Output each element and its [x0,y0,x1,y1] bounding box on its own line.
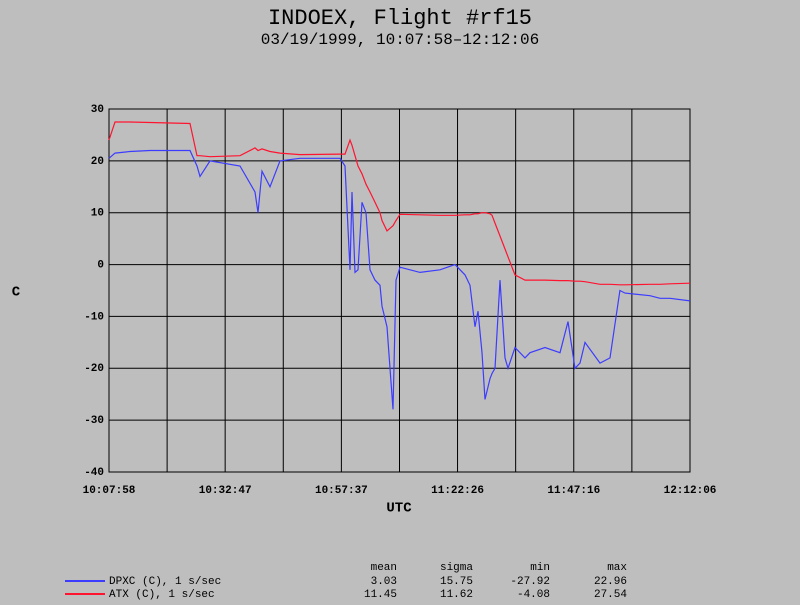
x-tick-label: 10:57:37 [315,485,368,497]
stats-value: -27.92 [510,576,550,588]
stats-header: max [607,562,627,574]
y-tick-label: -20 [84,363,104,375]
stats-value: 3.03 [371,576,397,588]
y-tick-label: -40 [84,467,104,479]
stats-header: mean [371,562,397,574]
data-line [108,149,691,410]
x-tick-label: 10:32:47 [199,485,252,497]
data-line [108,121,691,286]
stats-value: 15.75 [440,576,473,588]
x-tick-label: 12:12:06 [664,485,717,497]
x-tick-label: 10:07:58 [83,485,136,497]
stats-header: min [530,562,550,574]
y-tick-label: 20 [91,156,104,168]
y-tick-label: 0 [97,259,104,271]
x-tick-label: 11:22:26 [431,485,484,497]
y-tick-label: 10 [91,208,104,220]
legend-label: ATX (C), 1 s/sec [109,589,215,601]
stats-value: 27.54 [594,589,627,601]
stats-header: sigma [440,562,473,574]
y-tick-label: -10 [84,311,104,323]
stats-value: 22.96 [594,576,627,588]
stats-value: 11.45 [364,589,397,601]
legend-label: DPXC (C), 1 s/sec [109,576,221,588]
stats-value: 11.62 [440,589,473,601]
y-tick-label: 30 [91,104,104,116]
y-tick-label: -30 [84,415,104,427]
x-tick-label: 11:47:16 [547,485,600,497]
x-axis-label: UTC [386,501,412,517]
plot-frame [108,108,691,473]
stats-value: -4.08 [517,589,550,601]
y-axis-label: C [12,285,21,301]
chart-title: INDOEX, Flight #rf15 [268,6,532,31]
chart-subtitle: 03/19/1999, 10:07:58–12:12:06 [261,31,539,49]
